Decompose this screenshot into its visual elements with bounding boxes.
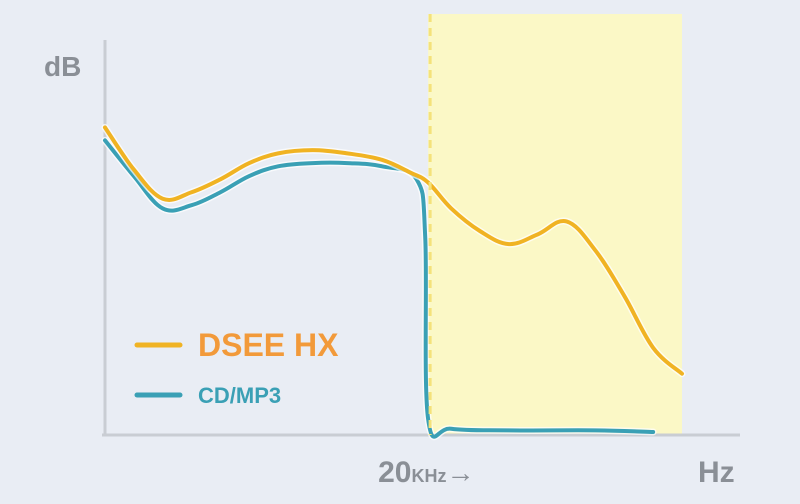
legend-label-cd-mp3: CD/MP3: [198, 383, 281, 408]
y-axis-label: dB: [44, 51, 81, 82]
legend-label-dsee-hx: DSEE HX: [198, 327, 339, 363]
plot-area: dB Hz 20KHz→ DSEE HX CD/MP3: [44, 14, 740, 489]
marker-20khz-label: 20KHz→: [378, 456, 474, 489]
x-axis-label: Hz: [698, 456, 735, 489]
series-line-cd-mp3: [103, 138, 656, 439]
series-line-dsee-hx: [103, 125, 684, 376]
